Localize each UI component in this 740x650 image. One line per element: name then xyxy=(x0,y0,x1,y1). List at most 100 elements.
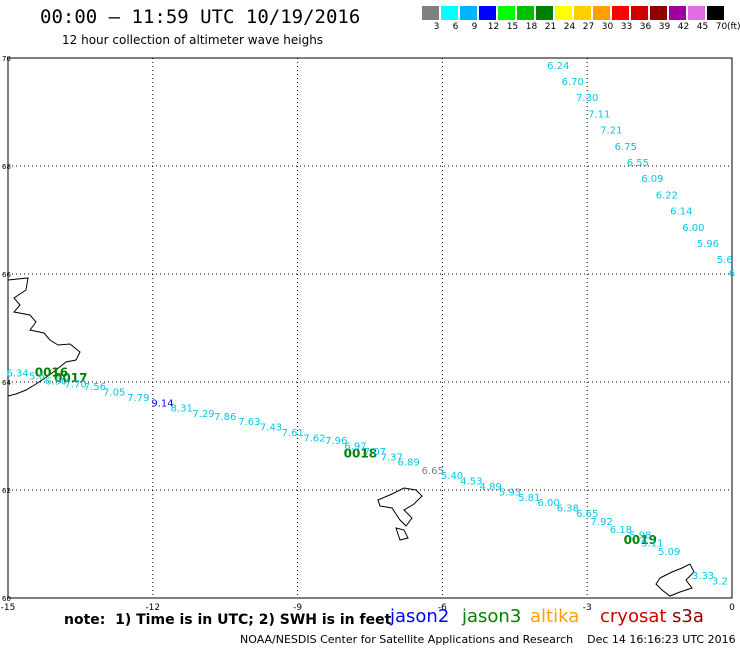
swh-value: 7.21 xyxy=(600,126,622,137)
footer-note: note: 1) Time is in UTC; 2) SWH is in fe… xyxy=(64,612,392,628)
color-scale-swatch xyxy=(631,6,648,20)
color-scale-swatch xyxy=(536,6,553,20)
pass-id-label: 0018 xyxy=(344,447,377,461)
color-scale-unit: (ft) xyxy=(727,22,740,32)
color-scale-swatch xyxy=(688,6,705,20)
swh-value: 6.55 xyxy=(627,158,649,169)
swh-value: 7.70 xyxy=(64,379,86,390)
color-scale-label: 70 xyxy=(715,22,728,32)
swh-value: 7.96 xyxy=(325,436,347,447)
swh-value: 7.62 xyxy=(303,433,325,444)
pass-id-label: 0016 xyxy=(35,366,68,380)
color-scale-swatch xyxy=(498,6,515,20)
map-grid xyxy=(7,57,733,599)
lon-tick-label: -3 xyxy=(583,603,592,613)
color-scale-swatch xyxy=(422,6,439,20)
lon-tick-label: -15 xyxy=(1,603,16,613)
color-scale-swatch xyxy=(460,6,477,20)
page-subtitle: 12 hour collection of altimeter wave hei… xyxy=(62,33,324,47)
lon-tick-label: -12 xyxy=(145,603,160,613)
swh-value: 6.22 xyxy=(656,190,678,201)
color-scale-swatch xyxy=(669,6,686,20)
color-scale-label: 9 xyxy=(471,22,478,32)
swh-value: 7.11 xyxy=(588,109,610,120)
swh-value: 6.65 xyxy=(576,509,598,520)
satellite-name: jason2 xyxy=(390,606,450,627)
footer-credit: NOAA/NESDIS Center for Satellite Applica… xyxy=(240,633,736,646)
lon-tick-label: -9 xyxy=(293,603,302,613)
color-scale-label: 30 xyxy=(601,22,614,32)
color-scale-swatch xyxy=(517,6,534,20)
lon-tick-label: 0 xyxy=(729,603,735,613)
color-scale-label: 42 xyxy=(677,22,690,32)
color-scale-label: 21 xyxy=(544,22,557,32)
color-scale-label: 12 xyxy=(487,22,500,32)
color-scale-label: 24 xyxy=(563,22,576,32)
map-border xyxy=(7,57,733,599)
swh-value: 7.07 xyxy=(364,447,386,458)
swh-value: 5.93 xyxy=(499,487,521,498)
swh-value: 5.11 xyxy=(641,539,663,550)
lat-tick-label: 62 xyxy=(2,487,11,495)
swh-value: 5.6 xyxy=(717,255,733,266)
swh-value: 7.43 xyxy=(260,423,282,434)
swh-value: 6.00 xyxy=(682,223,704,234)
swh-value: 6.70 xyxy=(562,77,584,88)
lat-tick-label: 70 xyxy=(2,55,11,63)
swh-value: 6 xyxy=(729,269,735,280)
swh-value: 6.90 xyxy=(45,377,67,388)
satellite-name: cryosat xyxy=(600,606,667,627)
swh-value: 9.14 xyxy=(151,398,173,409)
swh-value: 5.6 xyxy=(29,371,45,382)
color-scale-swatch xyxy=(441,6,458,20)
color-scale-label: 18 xyxy=(525,22,538,32)
swh-value: 6.65 xyxy=(422,466,444,477)
swh-value: 6.09 xyxy=(641,174,663,185)
shetland-islands xyxy=(655,563,695,597)
swh-value: 7.29 xyxy=(192,409,214,420)
color-scale-label: 27 xyxy=(582,22,595,32)
swh-value: 6.34 xyxy=(7,369,29,380)
swh-value: 5.40 xyxy=(441,471,463,482)
page-title: 00:00 – 11:59 UTC 10/19/2016 xyxy=(40,6,361,28)
swh-value: 4.53 xyxy=(460,477,482,488)
swh-value: 6.18 xyxy=(610,525,632,536)
swh-value: 7.86 xyxy=(214,412,236,423)
swh-value: 5.98 xyxy=(629,531,651,542)
swh-value: 6.24 xyxy=(547,61,569,72)
color-scale-label: 3 xyxy=(433,22,440,32)
lat-tick-label: 68 xyxy=(2,163,11,171)
color-scale-swatch xyxy=(612,6,629,20)
color-scale-swatch xyxy=(650,6,667,20)
swh-value: 3.2 xyxy=(712,577,728,588)
lat-tick-label: 64 xyxy=(2,379,11,387)
swh-value: 3.33 xyxy=(692,571,714,582)
swh-value: 7.79 xyxy=(127,393,149,404)
color-scale-label: 6 xyxy=(452,22,459,32)
swh-value: 7.30 xyxy=(576,93,598,104)
color-scale-label: 33 xyxy=(620,22,633,32)
swh-value: 5.96 xyxy=(697,239,719,250)
lat-tick-label: 66 xyxy=(2,271,11,279)
swh-value: 6.38 xyxy=(557,504,579,515)
color-scale-label: 36 xyxy=(639,22,652,32)
axis-tick-labels: -15 -12 -9 -6 -3 0 60 62 64 66 68 70 xyxy=(1,55,735,613)
swh-value: 6.89 xyxy=(397,458,419,469)
color-scale-swatch xyxy=(707,6,724,20)
swh-value: 7.92 xyxy=(591,517,613,528)
swh-value: 7.37 xyxy=(381,452,403,463)
color-scale-swatch xyxy=(479,6,496,20)
swh-value: 7.63 xyxy=(238,417,260,428)
swh-value: 6.75 xyxy=(615,142,637,153)
swh-value: 7.61 xyxy=(282,428,304,439)
satellite-name: jason3 xyxy=(462,606,522,627)
wave-height-observations: 6.24 6.70 7.30 7.11 7.21 6.75 6.55 6.09 6.22 6.14… xyxy=(7,61,736,588)
lat-tick-label: 60 xyxy=(2,595,11,603)
color-scale-label: 39 xyxy=(658,22,671,32)
swh-value: 8.31 xyxy=(171,404,193,415)
swh-value: 6.97 xyxy=(344,442,366,453)
pass-id-label: 0017 xyxy=(54,371,87,385)
lon-tick-label: -6 xyxy=(438,603,447,613)
color-scale-swatch xyxy=(555,6,572,20)
